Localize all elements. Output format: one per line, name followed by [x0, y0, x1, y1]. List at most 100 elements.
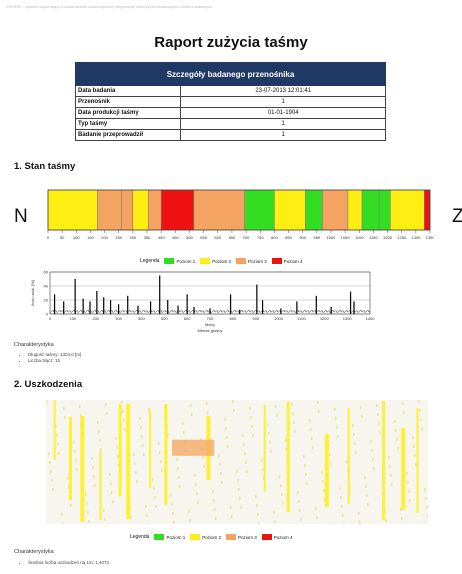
damage-speck	[312, 446, 314, 449]
damage-speck	[148, 408, 150, 411]
damage-speck	[188, 510, 190, 513]
y-tick-label: 20	[44, 298, 49, 303]
damage-speck	[354, 442, 356, 445]
damage-speck	[115, 437, 117, 440]
damage-speck	[316, 516, 318, 519]
damage-speck	[282, 502, 284, 505]
row-value: 23-07-2013 12:01:41	[180, 85, 386, 97]
damage-speck	[100, 448, 102, 451]
damage-speck	[213, 499, 215, 502]
damage-speck	[339, 487, 341, 490]
belt-frame	[47, 189, 431, 231]
damage-speck	[215, 517, 217, 520]
damage-speck	[161, 469, 163, 472]
damage-speck	[109, 473, 111, 476]
damage-speck	[300, 518, 302, 521]
damage-speck	[256, 504, 258, 507]
page-title: Raport zużycia taśmy	[154, 34, 308, 51]
x-tick-label: 900	[252, 316, 259, 321]
damage-speck	[299, 509, 301, 512]
damage-speck	[378, 422, 380, 425]
bullet-item: Liczba złącz: 15	[28, 358, 81, 364]
damage-speck	[191, 413, 193, 416]
damage-speck	[178, 476, 180, 479]
damage-speck	[176, 458, 178, 461]
damage-speck	[224, 418, 226, 421]
damage-speck	[310, 428, 312, 431]
x-tick-label: 800	[230, 316, 237, 321]
x-tick-label: 0	[47, 235, 50, 240]
damage-speck	[315, 507, 317, 510]
damage-speck	[359, 521, 361, 524]
damage-speck	[394, 420, 396, 423]
damage-speck	[58, 452, 60, 455]
damage-speck	[414, 454, 416, 457]
x-tick-label: 650	[229, 235, 236, 240]
damage-speck	[124, 428, 126, 431]
damage-speck	[154, 496, 156, 499]
x-tick-label: 1000	[327, 235, 337, 240]
damage-speck	[246, 470, 248, 473]
damage-speck	[365, 485, 367, 488]
damage-speck	[133, 453, 135, 456]
damage-speck	[400, 508, 402, 511]
damage-speck	[252, 434, 254, 437]
damage-speck	[64, 416, 66, 419]
damage-speck	[361, 415, 363, 418]
x-tick-label: 400	[158, 235, 165, 240]
damage-speck	[373, 467, 375, 470]
damage-speck	[403, 411, 405, 414]
belt-segment	[121, 189, 134, 231]
damage-speck	[194, 474, 196, 477]
damage-speck	[236, 470, 238, 473]
damage-speck	[275, 405, 277, 408]
bullet-item: Długość taśmy: 1304,0 [m]	[28, 352, 81, 358]
damage-speck	[245, 461, 247, 464]
map-background	[46, 400, 428, 524]
damage-speck	[391, 483, 393, 486]
damage-speck	[67, 477, 69, 480]
damage-speck	[189, 519, 191, 522]
damage-column	[382, 401, 386, 520]
x-tick-label: 300	[130, 235, 137, 240]
damage-speck	[421, 427, 423, 430]
damage-speck	[352, 424, 354, 427]
damage-speck	[76, 468, 78, 471]
damage-speck	[200, 438, 202, 441]
damage-speck	[418, 400, 420, 403]
legend-swatch-level-4	[261, 534, 272, 540]
damage-speck	[402, 402, 404, 405]
x-tick-label: 1100	[297, 316, 306, 321]
damage-speck	[406, 472, 408, 475]
row-label: Data badania	[74, 85, 182, 97]
damage-speck	[304, 464, 306, 467]
belt-segment	[424, 189, 431, 231]
damage-speck	[297, 491, 299, 494]
x-tick-label: 550	[200, 235, 207, 240]
damage-speck	[270, 450, 272, 453]
damage-speck	[153, 487, 155, 490]
damage-column	[263, 405, 266, 492]
damage-speck	[370, 440, 372, 443]
damage-speck	[298, 500, 300, 503]
x-tick-label: 400	[138, 316, 145, 321]
x-tick-label: 800	[271, 235, 278, 240]
belt-segment	[160, 189, 194, 231]
damage-speck	[397, 447, 399, 450]
legend-swatch-level-3	[226, 534, 236, 540]
legend-label: Poziom 4	[273, 534, 293, 540]
damage-speck	[116, 446, 118, 449]
damage-speck	[388, 456, 390, 459]
damage-speck	[396, 438, 398, 441]
damage-speck	[134, 462, 136, 465]
damage-speck	[346, 460, 348, 463]
legend-title: Legenda	[130, 534, 150, 540]
legend: Legenda Poziom 1 Poziom 2 Poziom 3 Pozio…	[140, 258, 303, 264]
damage-speck	[358, 512, 360, 515]
damage-speck	[329, 453, 331, 456]
damage-speck	[48, 452, 50, 455]
damage-speck	[50, 470, 52, 473]
damage-speck	[106, 412, 108, 415]
damage-speck	[110, 482, 112, 485]
damage-speck	[243, 443, 245, 446]
